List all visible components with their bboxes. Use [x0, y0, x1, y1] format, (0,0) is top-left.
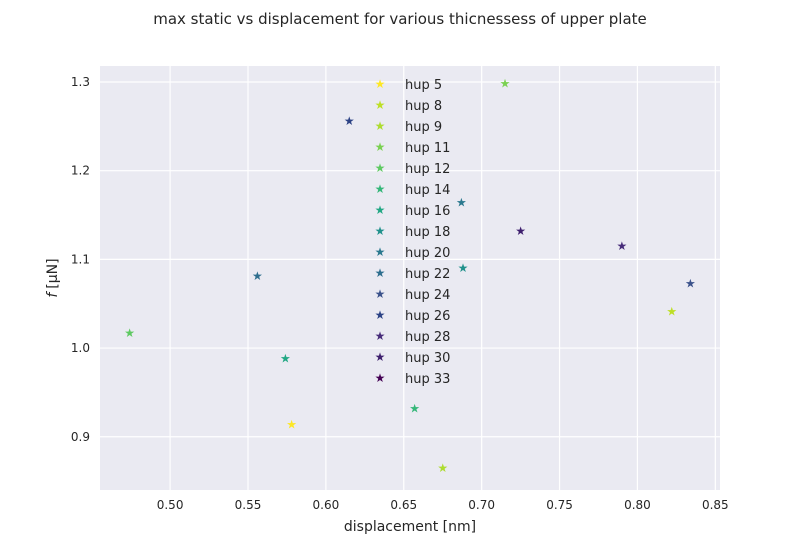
data-point: ★ [456, 196, 467, 210]
y-tick-label: 1.3 [71, 75, 90, 89]
y-tick-labels: 0.9 1.0 1.1 1.2 1.3 [71, 75, 90, 444]
data-point: ★ [252, 269, 263, 283]
legend-label: hup 33 [405, 372, 450, 387]
legend-label: hup 16 [405, 204, 450, 219]
legend-marker: ★ [375, 224, 386, 238]
legend-label: hup 8 [405, 99, 442, 114]
data-point: ★ [500, 77, 511, 91]
chart-title: max static vs displacement for various t… [153, 10, 647, 28]
legend-label: hup 28 [405, 330, 450, 345]
y-axis-label-symbol: f [45, 291, 61, 298]
data-points: ★ ★ ★ ★ ★ ★ ★ ★ ★ ★ ★ ★ ★ ★ [124, 77, 696, 475]
legend-marker: ★ [375, 77, 386, 91]
y-tick-label: 1.2 [71, 164, 90, 178]
x-tick-labels: 0.50 0.55 0.60 0.65 0.70 0.75 0.80 0.85 [157, 498, 729, 512]
legend-label: hup 24 [405, 288, 450, 303]
x-tick-label: 0.80 [624, 498, 651, 512]
legend-label: hup 5 [405, 78, 442, 93]
legend-marker: ★ [375, 266, 386, 280]
legend-marker: ★ [375, 182, 386, 196]
legend-marker: ★ [375, 287, 386, 301]
legend-marker: ★ [375, 161, 386, 175]
legend-label: hup 30 [405, 351, 450, 366]
legend-marker: ★ [375, 203, 386, 217]
data-point: ★ [286, 417, 297, 431]
legend-label: hup 26 [405, 309, 450, 324]
legend-marker: ★ [375, 245, 386, 259]
data-point: ★ [409, 401, 420, 415]
legend-label: hup 14 [405, 183, 450, 198]
x-tick-label: 0.65 [390, 498, 417, 512]
data-point: ★ [344, 114, 355, 128]
legend-label: hup 22 [405, 267, 450, 282]
legend-marker: ★ [375, 329, 386, 343]
data-point: ★ [458, 261, 469, 275]
legend-label: hup 18 [405, 225, 450, 240]
y-axis-label-unit: [μN] [45, 258, 61, 288]
gridlines [100, 66, 720, 490]
legend-label: hup 12 [405, 162, 450, 177]
x-tick-label: 0.75 [546, 498, 573, 512]
data-point: ★ [515, 224, 526, 238]
legend-label: hup 9 [405, 120, 442, 135]
y-tick-label: 1.0 [71, 341, 90, 355]
data-point: ★ [437, 461, 448, 475]
data-point: ★ [616, 239, 627, 253]
x-tick-label: 0.85 [702, 498, 729, 512]
x-tick-label: 0.70 [468, 498, 495, 512]
legend-marker: ★ [375, 119, 386, 133]
y-tick-label: 1.1 [71, 252, 90, 266]
data-point: ★ [280, 352, 291, 366]
x-tick-label: 0.55 [235, 498, 262, 512]
legend-marker: ★ [375, 140, 386, 154]
y-axis-label: f [μN] [45, 258, 61, 297]
y-tick-label: 0.9 [71, 430, 90, 444]
legend-marker: ★ [375, 308, 386, 322]
x-tick-label: 0.50 [157, 498, 184, 512]
legend: ★ hup 5 ★ hup 8 ★ hup 9 ★ hup 11 ★ hup 12 ★ hup 14 ★… [375, 77, 451, 387]
plot-area [100, 66, 720, 490]
legend-marker: ★ [375, 98, 386, 112]
x-tick-label: 0.60 [313, 498, 340, 512]
x-axis-label: displacement [nm] [344, 519, 476, 535]
data-point: ★ [685, 276, 696, 290]
legend-label: hup 20 [405, 246, 450, 261]
legend-marker: ★ [375, 350, 386, 364]
legend-marker: ★ [375, 371, 386, 385]
legend-label: hup 11 [405, 141, 450, 156]
data-point: ★ [124, 326, 135, 340]
data-point: ★ [666, 305, 677, 319]
